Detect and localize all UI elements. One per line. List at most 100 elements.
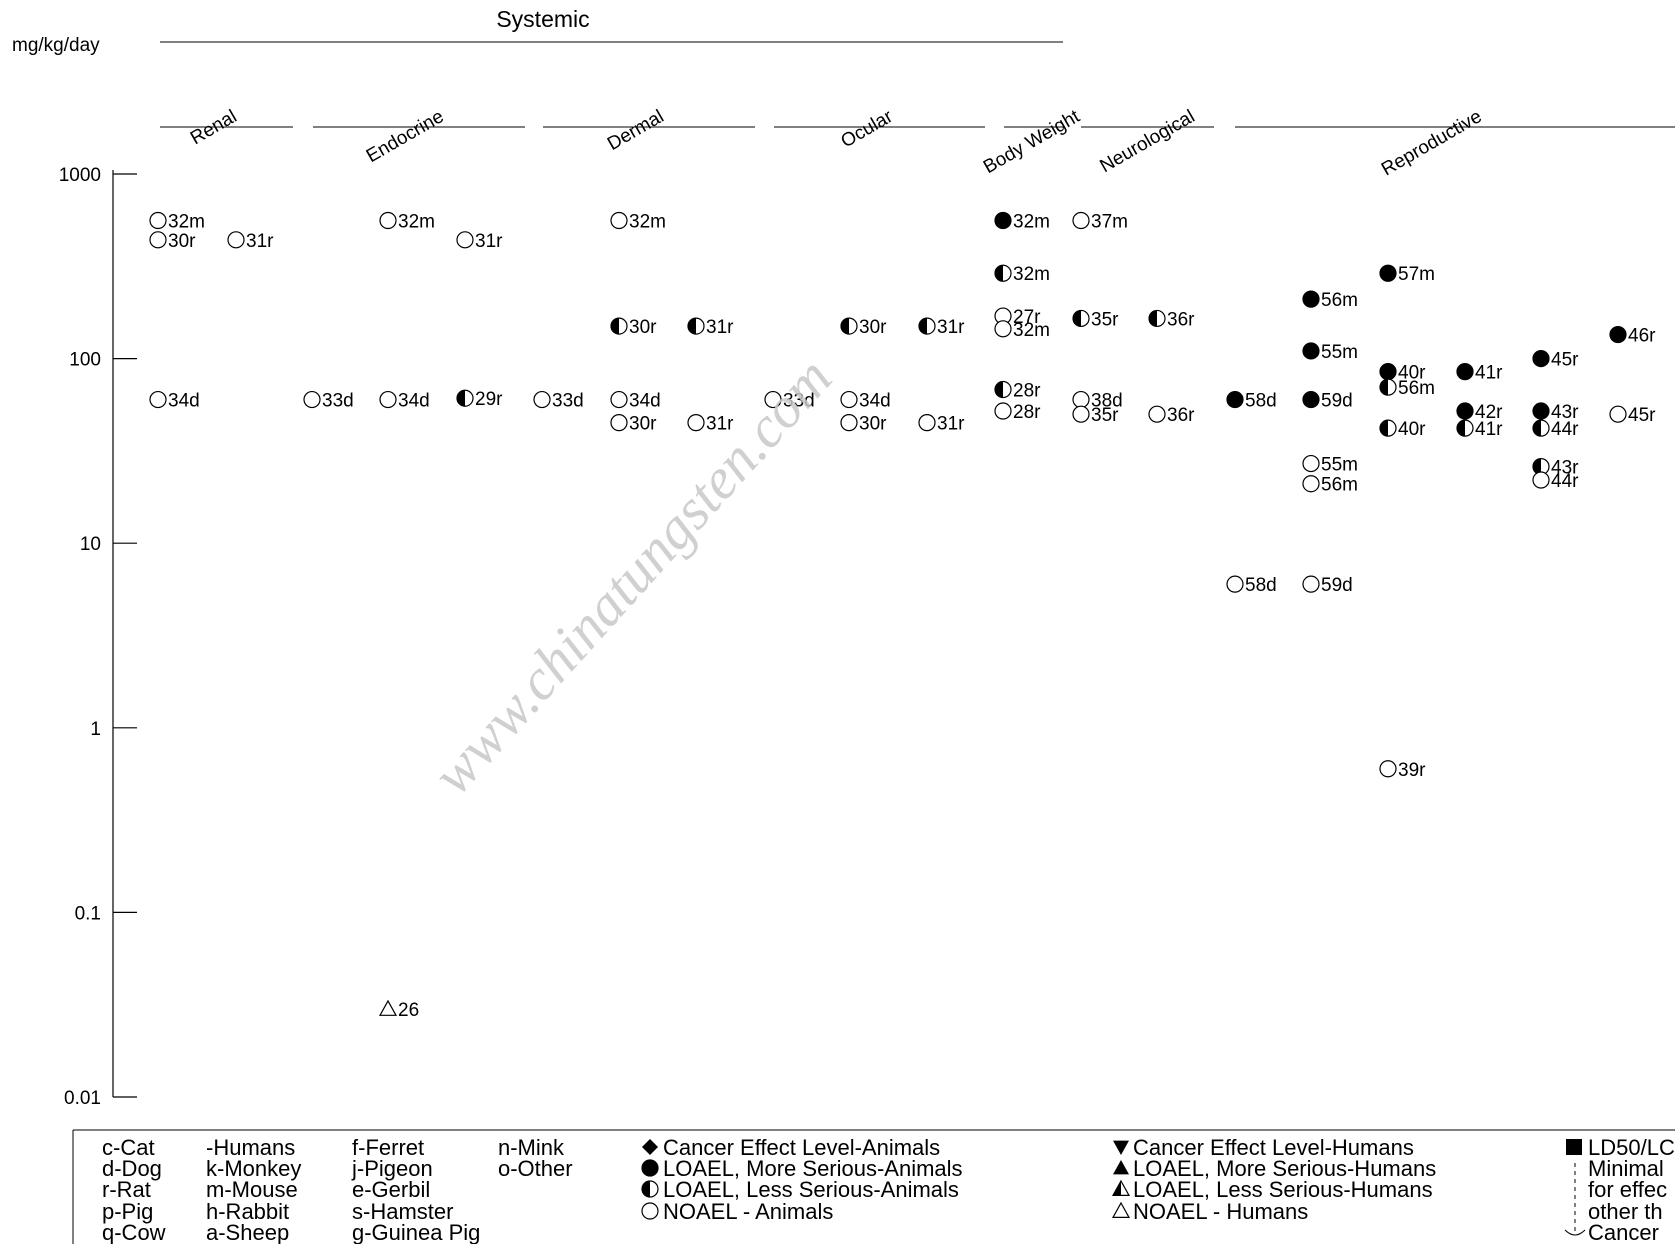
legend-marker-label: for effec: [1588, 1177, 1667, 1202]
loael-less-serious-animal-marker: [1148, 309, 1166, 328]
data-point: 34d: [840, 391, 891, 412]
legend-marker-label: Minimal: [1588, 1156, 1664, 1181]
y-tick-label: 0.1: [75, 903, 101, 924]
category-label-endocrine: Endocrine: [363, 106, 448, 167]
category-headers: Renal Endocrine Dermal Ocular Body Weight Neu…: [160, 106, 1675, 180]
data-point-label: 34d: [629, 391, 661, 412]
loael-less-serious-animal-marker: [641, 1180, 659, 1198]
data-point-label: 57m: [1398, 264, 1435, 285]
legend-species-entry: -Humans: [206, 1135, 295, 1160]
data-point-label: 44r: [1551, 419, 1579, 440]
noael-animal-marker: [1072, 211, 1090, 230]
legend-species-entry: p-Pig: [102, 1199, 153, 1224]
legend-species-entry: j-Pigeon: [351, 1156, 433, 1181]
data-point-label: 46r: [1628, 326, 1656, 347]
category-label-neurological: Neurological: [1097, 106, 1199, 177]
data-point-label: 31r: [706, 317, 734, 338]
loael-less-serious-human-marker: [1111, 1179, 1131, 1196]
data-point-label: 34d: [398, 391, 430, 412]
data-point: 30r: [840, 414, 887, 435]
data-point: 58d: [1226, 575, 1277, 596]
data-point-label: 43r: [1551, 402, 1579, 423]
data-point: 33d: [764, 390, 815, 412]
loael-less-serious-animal-marker: [1456, 419, 1474, 437]
legend-marker-entry: LD50/LC: [1566, 1135, 1675, 1160]
noael-animal-marker: [456, 231, 474, 249]
y-tick-label: 10: [80, 534, 101, 555]
data-point-label: 32m: [1013, 264, 1050, 285]
minimal-risk-arrowhead-icon: [1564, 1229, 1586, 1236]
legend-species-entry: g-Guinea Pig: [352, 1220, 480, 1244]
legend-marker-entry: Cancer Effect Level-Animals: [642, 1135, 940, 1160]
data-point-label: 38d: [1091, 391, 1123, 412]
noael-animal-marker: [1072, 390, 1090, 409]
loael-more-serious-animal-marker: [994, 211, 1012, 230]
category-label-dermal: Dermal: [604, 106, 668, 155]
data-point: 32m: [994, 264, 1050, 285]
loael-less-serious-animal-marker: [994, 380, 1012, 399]
noael-animal-marker: [1532, 471, 1550, 489]
loael-less-serious-animal-marker: [1532, 457, 1550, 476]
data-point-label: 40r: [1398, 363, 1426, 384]
noael-animal-marker: [610, 414, 628, 432]
loael-less-serious-animal-marker: [687, 317, 705, 335]
legend-marker-label: LOAEL, Less Serious-Animals: [663, 1177, 959, 1202]
data-point: 32m: [610, 211, 666, 232]
data-point-label: 56m: [1321, 290, 1358, 311]
data-point: 44r: [1532, 471, 1579, 492]
legend-marker-entry: other th: [1588, 1199, 1663, 1224]
y-tick-label: 1: [90, 719, 101, 740]
noael-animal-marker: [641, 1202, 659, 1220]
data-point-label: 33d: [552, 391, 584, 412]
data-point-label: 41r: [1475, 363, 1503, 384]
legend-marker-label: NOAEL - Animals: [663, 1199, 833, 1224]
data-point: 41r: [1456, 419, 1503, 440]
data-point-label: 34d: [168, 391, 200, 412]
data-point: 39r: [1379, 760, 1426, 781]
legend-species-entry: m-Mouse: [206, 1177, 298, 1202]
data-point-label: 29r: [475, 389, 503, 410]
legend-species-entry: e-Gerbil: [352, 1177, 430, 1202]
legend-marker-entry: for effec: [1588, 1177, 1667, 1202]
loael-more-serious-human-marker: [1113, 1160, 1129, 1175]
data-point: 36r: [1148, 309, 1195, 330]
data-point-label: 43r: [1551, 458, 1579, 479]
data-point-label: 31r: [937, 317, 965, 338]
data-point: 31r: [918, 414, 965, 435]
loael-more-serious-animal-marker: [1302, 342, 1320, 360]
noael-animal-marker: [1226, 575, 1244, 593]
data-point: 57m: [1379, 264, 1435, 285]
loael-less-serious-animal-marker: [1379, 419, 1397, 437]
noael-animal-marker: [764, 390, 782, 409]
legend-marker-label: other th: [1588, 1199, 1663, 1224]
data-point: 30r: [610, 317, 657, 338]
data-point: 42r: [1456, 402, 1503, 423]
data-point: 27r: [994, 307, 1041, 328]
data-point-label: 58d: [1245, 391, 1277, 412]
cancer-human-marker: [1113, 1140, 1129, 1155]
legend-marker-label: Cancer Effect Level-Animals: [663, 1135, 940, 1160]
category-label-body-weight: Body Weight: [980, 106, 1084, 178]
data-point: 55m: [1302, 342, 1358, 363]
noael-animal-marker: [149, 211, 167, 230]
legend-marker-label: Cancer Effect Level-Humans: [1133, 1135, 1414, 1160]
data-point-label: 30r: [859, 317, 887, 338]
data-point-label: 36r: [1167, 405, 1195, 426]
data-point-label: 28r: [1013, 402, 1041, 423]
noael-animal-marker: [994, 402, 1012, 420]
legend-species-entry: k-Monkey: [206, 1156, 301, 1181]
data-point: 59d: [1302, 391, 1353, 412]
legend-marker-entry: LOAEL, More Serious-Animals: [641, 1156, 963, 1181]
legend-marker-entry: NOAEL - Animals: [641, 1199, 833, 1224]
noael-human-marker: [378, 999, 398, 1016]
noael-animal-marker: [918, 414, 936, 432]
data-point: 45r: [1609, 405, 1656, 426]
data-point: 56m: [1379, 378, 1435, 399]
data-point-label: 32m: [629, 211, 666, 232]
data-point-label: 40r: [1398, 419, 1426, 440]
noael-animal-marker: [610, 211, 628, 230]
data-point: 32m: [379, 211, 435, 232]
data-point: 31r: [456, 231, 503, 252]
